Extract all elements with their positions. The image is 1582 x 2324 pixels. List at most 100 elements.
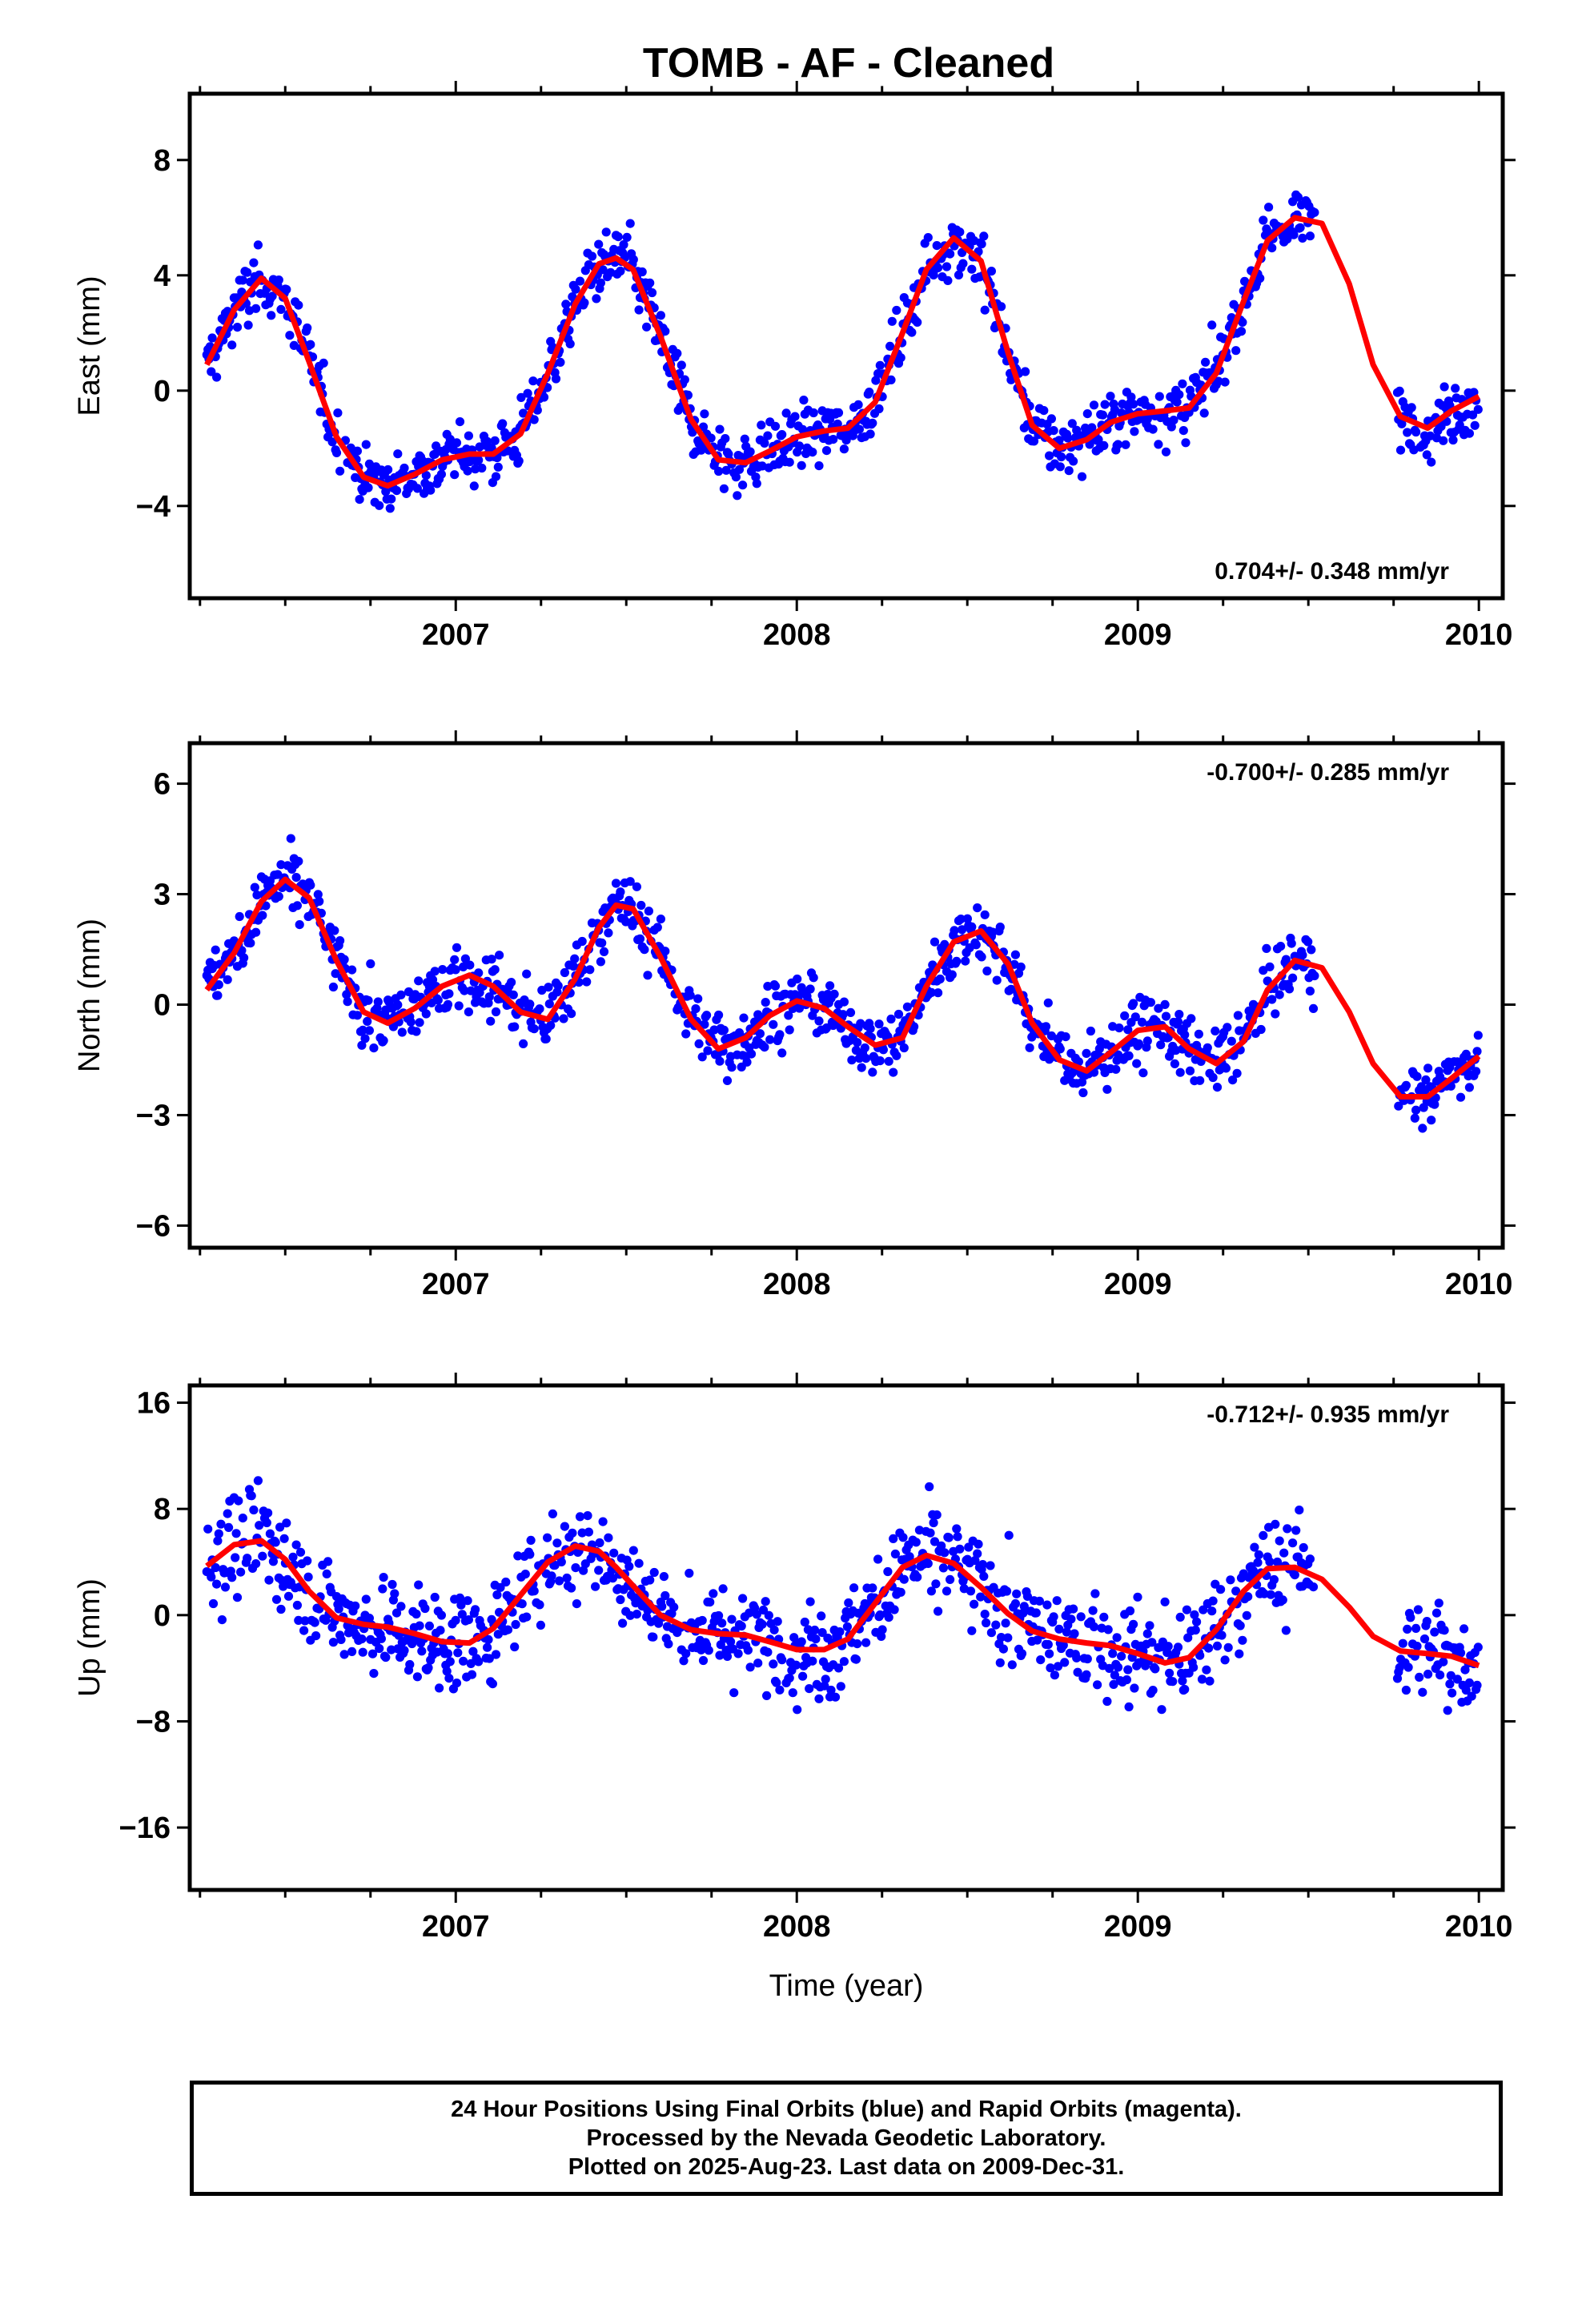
data-point — [1034, 1596, 1044, 1606]
data-point — [232, 323, 243, 332]
data-point — [1439, 1626, 1449, 1635]
data-point — [757, 1619, 767, 1629]
data-point — [1267, 243, 1277, 253]
data-point — [1055, 1044, 1065, 1054]
data-point — [495, 951, 504, 960]
data-point — [619, 239, 628, 250]
data-point — [773, 1617, 782, 1626]
data-point — [1232, 1068, 1242, 1078]
data-point — [424, 1621, 435, 1630]
data-point — [452, 1679, 462, 1688]
data-point — [616, 1594, 625, 1605]
data-point — [276, 1604, 286, 1614]
data-point — [657, 1602, 667, 1611]
data-point — [385, 504, 395, 513]
data-point — [734, 464, 745, 474]
data-point — [1472, 1680, 1482, 1690]
data-point — [719, 484, 729, 493]
data-point — [291, 1540, 301, 1550]
data-point — [618, 1618, 628, 1628]
data-point — [1266, 1590, 1275, 1599]
data-point — [357, 1040, 367, 1050]
data-point — [556, 357, 565, 367]
data-point — [585, 965, 595, 975]
data-point — [625, 877, 635, 887]
data-point — [1125, 1606, 1135, 1616]
data-point — [878, 1045, 888, 1055]
data-point — [355, 495, 364, 505]
data-point — [1295, 223, 1305, 232]
data-point — [460, 986, 469, 995]
data-point — [414, 976, 424, 986]
data-point — [1236, 327, 1247, 336]
data-point — [970, 1599, 979, 1609]
data-point — [381, 1652, 391, 1663]
data-point — [731, 472, 741, 482]
data-point — [760, 1043, 769, 1052]
data-point — [1411, 427, 1421, 437]
data-point — [621, 917, 631, 927]
data-point — [567, 1009, 576, 1019]
data-point — [788, 1688, 797, 1698]
data-point — [596, 957, 606, 967]
data-point — [559, 1014, 568, 1023]
data-point — [1182, 1605, 1191, 1614]
data-point — [1090, 1589, 1100, 1598]
data-point — [262, 1518, 271, 1528]
fit-line — [204, 876, 1481, 1100]
data-point — [306, 880, 315, 890]
data-point — [1464, 1083, 1474, 1092]
data-point — [243, 267, 252, 277]
data-point — [469, 481, 479, 491]
data-point — [264, 1575, 274, 1585]
data-point — [893, 1009, 904, 1019]
data-point — [1049, 1612, 1058, 1622]
data-point — [1295, 1506, 1304, 1515]
data-point — [535, 1004, 544, 1014]
data-point — [967, 922, 977, 931]
data-point — [986, 1628, 996, 1638]
data-point — [865, 1023, 875, 1034]
data-point — [955, 1544, 965, 1554]
data-point — [253, 240, 263, 250]
data-point — [251, 927, 261, 937]
data-point — [1169, 416, 1178, 425]
data-point — [899, 1043, 909, 1053]
data-point — [487, 955, 496, 964]
data-point — [379, 1573, 388, 1582]
data-point — [517, 1599, 527, 1609]
data-point — [452, 438, 462, 448]
data-point — [947, 970, 957, 979]
data-point — [1456, 1092, 1466, 1102]
data-point — [1064, 466, 1074, 476]
data-point — [1129, 1619, 1138, 1629]
data-point — [529, 415, 539, 424]
data-point — [808, 1656, 817, 1666]
data-point — [839, 1657, 849, 1667]
data-point — [889, 1534, 898, 1543]
data-point — [412, 1672, 423, 1682]
data-point — [656, 915, 666, 924]
data-point — [718, 1584, 728, 1594]
data-point — [1407, 403, 1416, 412]
data-point — [279, 1534, 289, 1543]
data-point — [970, 1556, 980, 1566]
data-point — [1431, 1608, 1442, 1618]
data-point — [1269, 1574, 1279, 1585]
data-point — [1231, 1586, 1241, 1596]
data-point — [452, 943, 462, 952]
data-point — [375, 501, 384, 510]
data-point — [1470, 420, 1480, 430]
data-point — [351, 1601, 360, 1610]
x-tick-label: 2007 — [422, 1268, 490, 1301]
data-point — [1467, 1691, 1476, 1701]
data-point — [339, 955, 349, 964]
data-point — [1105, 1663, 1114, 1673]
data-point — [300, 1616, 310, 1626]
footer-box: 24 Hour Positions Using Final Orbits (bl… — [190, 2081, 1503, 2196]
panel-east: 2007 2008 2009 2010 −4 0 4 8 East (mm) 0.704+/- 0… — [73, 81, 1516, 652]
data-point — [868, 1583, 877, 1593]
data-point — [1192, 1617, 1202, 1626]
data-point — [331, 969, 340, 979]
data-point — [1021, 367, 1030, 376]
